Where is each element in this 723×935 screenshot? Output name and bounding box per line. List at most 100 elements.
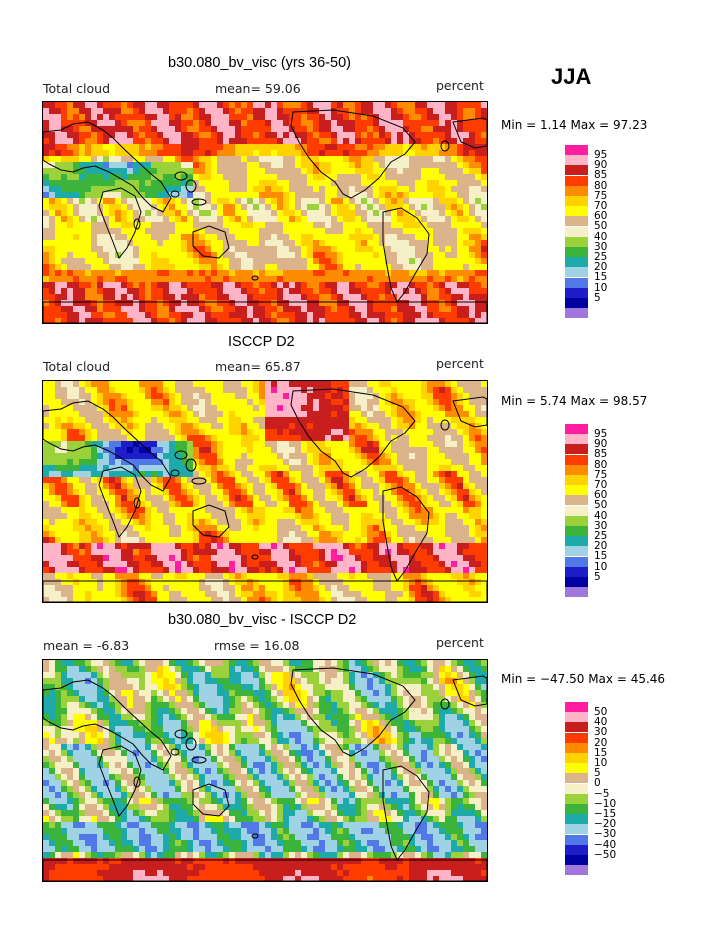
colorbar-label: 85	[594, 169, 608, 182]
panel-1-title: b30.080_bv_visc (yrs 36-50)	[168, 55, 351, 71]
colorbar-label: 10	[594, 757, 608, 769]
colorbar-label: 10	[594, 281, 608, 294]
coastline	[170, 190, 180, 198]
coastline	[290, 109, 416, 199]
colorbar-label: 0	[594, 777, 601, 790]
colorbar-label: −15	[594, 808, 617, 820]
colorbar-swatch	[565, 763, 588, 774]
colorbar-label: −5	[594, 787, 610, 800]
colorbar-label: 40	[594, 509, 608, 522]
coastline	[185, 737, 197, 751]
coastline	[191, 756, 207, 764]
coastline	[170, 748, 180, 756]
coastline	[43, 859, 487, 881]
panel-3-mean: mean = -6.83	[43, 638, 130, 653]
coastline	[290, 388, 416, 478]
colorbar-swatch	[565, 424, 588, 434]
panel-2-left-label: Total cloud	[43, 359, 111, 374]
coastline	[43, 580, 487, 602]
panel-3-rmse: rmse = 16.08	[214, 638, 300, 653]
coastline	[133, 776, 141, 788]
colorbar-swatch	[565, 267, 588, 278]
colorbar-label: 70	[594, 479, 608, 491]
colorbar-swatch	[565, 824, 588, 835]
colorbar-swatch	[565, 844, 588, 855]
colorbar-swatch	[565, 587, 588, 598]
colorbar-label: 25	[594, 530, 608, 542]
colorbar-label: 75	[594, 189, 608, 202]
coastline	[174, 729, 188, 739]
colorbar-swatch	[565, 783, 588, 794]
panel-3-minmax: Min = −47.50 Max = 45.46	[501, 672, 666, 686]
colorbar-swatch	[565, 495, 588, 506]
colorbar-label: 10	[594, 560, 608, 573]
colorbar-swatch	[565, 145, 588, 155]
panel-3-map	[42, 659, 488, 882]
coastline	[440, 140, 450, 152]
colorbar-label: 40	[594, 230, 608, 243]
colorbar-swatch	[565, 236, 588, 247]
panel-3-units: percent	[436, 635, 484, 650]
colorbar-label: 60	[594, 489, 608, 502]
colorbar-swatch	[565, 546, 588, 557]
colorbar-swatch	[565, 444, 588, 455]
colorbar-label: 80	[594, 179, 608, 192]
panel-1-units: percent	[436, 78, 484, 93]
panel-3-title: b30.080_bv_visc - ISCCP D2	[168, 612, 357, 628]
colorbar-label: 15	[594, 271, 608, 284]
colorbar-swatch	[565, 556, 588, 567]
colorbar-label: 90	[594, 159, 608, 172]
colorbar-swatch	[565, 742, 588, 753]
colorbar-swatch	[565, 814, 588, 825]
coastline	[192, 783, 230, 817]
colorbar-swatch	[565, 855, 588, 865]
colorbar-label: −10	[594, 797, 617, 810]
colorbar-swatch	[565, 434, 588, 445]
coastline	[440, 419, 450, 431]
panel-2-field	[43, 381, 487, 602]
coastline	[133, 218, 141, 230]
colorbar-label: 95	[594, 149, 608, 161]
colorbar-swatch	[565, 155, 588, 166]
colorbar-label: 30	[594, 726, 608, 739]
panel-1-left-label: Total cloud	[43, 81, 111, 96]
coastline	[98, 466, 142, 538]
panel-1-mean: mean= 59.06	[215, 81, 301, 96]
coastline	[170, 469, 180, 477]
colorbar-swatch	[565, 515, 588, 526]
colorbar-label: 50	[594, 706, 608, 718]
colorbar-swatch	[565, 196, 588, 206]
colorbar-swatch	[565, 464, 588, 475]
coastline	[133, 497, 141, 509]
panel-2-minmax: Min = 5.74 Max = 98.57	[501, 394, 648, 408]
coastline	[174, 171, 188, 181]
coastline	[191, 477, 207, 485]
colorbar-label: 15	[594, 550, 608, 563]
coastline	[43, 679, 172, 771]
panel-3-field	[43, 660, 487, 881]
coastline	[251, 275, 259, 281]
colorbar-label: 85	[594, 448, 608, 461]
colorbar-swatch	[565, 804, 588, 814]
colorbar-label: 25	[594, 251, 608, 263]
colorbar-swatch	[565, 566, 588, 577]
panel-2-map	[42, 380, 488, 603]
colorbar-swatch	[565, 287, 588, 298]
coastline	[98, 187, 142, 259]
coastline	[43, 400, 172, 492]
colorbar-label: 5	[594, 291, 601, 304]
panel-2-mean: mean= 65.87	[215, 359, 301, 374]
coastline	[452, 117, 487, 149]
colorbar-swatch	[565, 526, 588, 536]
colorbar-swatch	[565, 485, 588, 496]
colorbar-swatch	[565, 722, 588, 733]
coastline	[192, 504, 230, 538]
colorbar-swatch	[565, 712, 588, 723]
panel-2-units: percent	[436, 356, 484, 371]
colorbar-swatch	[565, 206, 588, 217]
colorbar-swatch	[565, 834, 588, 845]
panel-1-minmax: Min = 1.14 Max = 97.23	[501, 118, 648, 132]
colorbar-label: −50	[594, 848, 617, 861]
coastline	[191, 198, 207, 206]
colorbar-swatch	[565, 732, 588, 743]
